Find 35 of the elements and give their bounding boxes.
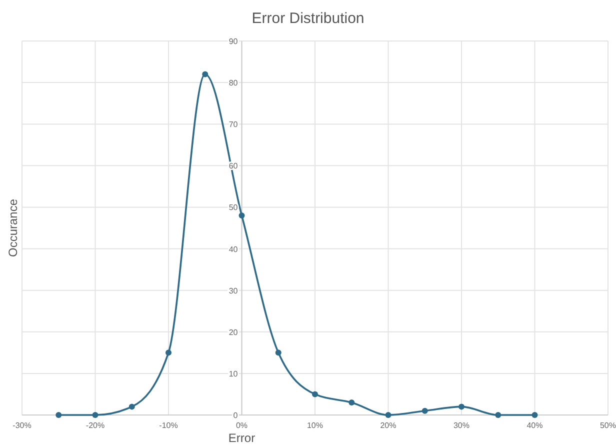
x-tick-label: 0% — [236, 421, 248, 430]
point — [202, 71, 208, 78]
point — [458, 404, 464, 410]
point — [275, 350, 282, 356]
chart-title: Error Distribution — [252, 10, 364, 27]
y-tick-label: 40 — [228, 244, 238, 254]
point — [532, 412, 538, 418]
point — [166, 350, 172, 356]
y-tick-label: 50 — [228, 203, 238, 212]
x-tick-label: -10% — [159, 421, 178, 430]
point — [348, 400, 355, 406]
y-tick-label: 80 — [228, 78, 238, 88]
x-tick-label: 50% — [600, 421, 616, 430]
x-tick-label: 10% — [306, 421, 324, 430]
y-axis-title: Occurance — [6, 198, 20, 258]
x-tick-label: -30% — [12, 421, 32, 430]
y-tick-label: 70 — [228, 120, 238, 130]
point — [385, 412, 392, 418]
x-tick-label: 30% — [453, 421, 470, 430]
point — [422, 408, 428, 414]
x-tick-label: -20% — [86, 421, 105, 430]
x-axis-title: Error — [228, 431, 256, 445]
point — [92, 412, 98, 418]
y-tick-label: 20 — [228, 328, 238, 337]
point — [312, 391, 318, 398]
y-tick-label: 30 — [228, 286, 238, 296]
y-tick-label: 90 — [228, 37, 238, 46]
point — [128, 404, 135, 410]
y-tick-label: 10 — [228, 369, 238, 378]
y-tick-label: 0 — [233, 411, 238, 420]
x-tick-label: 40% — [526, 421, 543, 430]
x-tick-label: 20% — [380, 421, 396, 430]
point — [495, 412, 502, 418]
point — [238, 212, 245, 219]
point — [56, 412, 62, 418]
